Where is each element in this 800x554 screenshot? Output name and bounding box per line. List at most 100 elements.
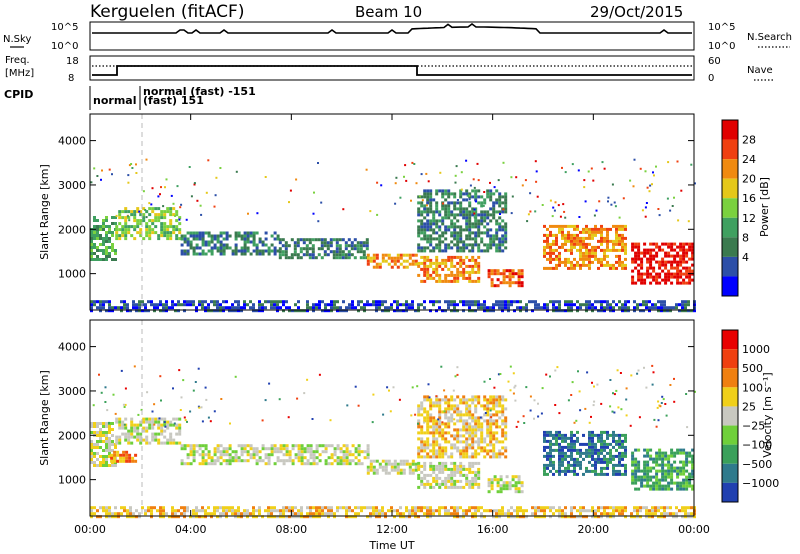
- heatmap-cell: [567, 224, 570, 228]
- heatmap-cell: [428, 396, 431, 399]
- heatmap-cell: [186, 509, 189, 513]
- heatmap-cell: [411, 253, 415, 257]
- heatmap-cell: [399, 515, 402, 519]
- heatmap-cell: [495, 440, 499, 444]
- heatmap-cell: [429, 201, 433, 205]
- heatmap-cell: [510, 515, 513, 519]
- heatmap-cell: [486, 452, 490, 456]
- heatmap-cell: [483, 191, 486, 193]
- heatmap-cell: [612, 457, 615, 461]
- heatmap-cell: [342, 459, 346, 463]
- heatmap-cell: [105, 449, 108, 452]
- heatmap-cell: [474, 258, 478, 262]
- heatmap-cell: [638, 416, 641, 419]
- heatmap-cell: [564, 506, 567, 510]
- heatmap-cell: [123, 303, 126, 307]
- heatmap-cell: [612, 436, 615, 440]
- heatmap-cell: [456, 449, 460, 453]
- heatmap-cell: [660, 512, 663, 516]
- heatmap-cell: [420, 255, 424, 259]
- heatmap-cell: [285, 506, 288, 510]
- heatmap-cell: [336, 447, 340, 451]
- heatmap-cell: [453, 264, 457, 268]
- heatmap-cell: [346, 404, 349, 407]
- heatmap-cell: [489, 378, 491, 380]
- heatmap-cell: [105, 458, 108, 461]
- heatmap-cell: [429, 222, 433, 226]
- heatmap-cell: [435, 452, 439, 456]
- heatmap-cell: [201, 515, 204, 519]
- heatmap-cell: [640, 475, 644, 479]
- heatmap-cell: [459, 473, 463, 477]
- heatmap-cell: [429, 309, 432, 313]
- heatmap-cell: [183, 234, 187, 238]
- heatmap-cell: [145, 228, 149, 232]
- heatmap-cell: [591, 454, 594, 458]
- heatmap-cell: [423, 421, 426, 424]
- heatmap-cell: [585, 257, 588, 261]
- heatmap-cell: [588, 233, 591, 237]
- heatmap-cell: [661, 263, 665, 267]
- heatmap-cell: [231, 303, 234, 307]
- heatmap-cell: [597, 300, 600, 304]
- heatmap-cell: [90, 306, 93, 310]
- heatmap-cell: [219, 252, 223, 256]
- heatmap-cell: [204, 300, 207, 304]
- heatmap-cell: [417, 210, 421, 214]
- heatmap-cell: [112, 393, 115, 396]
- heatmap-cell: [634, 463, 638, 467]
- heatmap-cell: [327, 456, 331, 460]
- heatmap-cell: [591, 448, 594, 452]
- heatmap-cell: [201, 240, 205, 244]
- heatmap-cell: [435, 273, 439, 277]
- heatmap-cell: [105, 240, 108, 243]
- heatmap-cell: [402, 462, 406, 466]
- heatmap-cell: [255, 309, 258, 313]
- colorbar-tick-label: 16: [742, 192, 756, 205]
- heatmap-cell: [655, 454, 659, 458]
- heatmap-cell: [618, 233, 621, 237]
- heatmap-cell: [573, 457, 576, 461]
- heatmap-cell: [174, 309, 177, 313]
- heatmap-cell: [438, 452, 442, 456]
- heatmap-cell: [219, 450, 223, 454]
- heatmap-cell: [474, 512, 477, 516]
- heatmap-cell: [643, 366, 645, 369]
- heatmap-cell: [501, 506, 504, 510]
- heatmap-cell: [270, 249, 274, 253]
- heatmap-cell: [297, 300, 300, 304]
- heatmap-cell: [549, 199, 552, 202]
- heatmap-cell: [276, 459, 280, 463]
- heatmap-cell: [414, 509, 417, 513]
- heatmap-cell: [321, 300, 324, 304]
- heatmap-cell: [204, 240, 208, 244]
- heatmap-cell: [658, 281, 662, 285]
- heatmap-cell: [564, 454, 567, 458]
- heatmap-cell: [607, 196, 610, 199]
- heatmap-cell: [123, 406, 126, 408]
- heatmap-cell: [585, 469, 588, 473]
- heatmap-cell: [166, 225, 170, 229]
- heatmap-cell: [240, 237, 244, 241]
- heatmap-cell: [102, 461, 105, 464]
- heatmap-cell: [588, 242, 591, 246]
- heatmap-cell: [555, 469, 558, 473]
- heatmap-cell: [138, 515, 141, 519]
- heatmap-cell: [597, 227, 600, 231]
- heatmap-cell: [114, 306, 117, 310]
- heatmap-cell: [160, 186, 162, 189]
- heatmap-cell: [654, 306, 657, 310]
- heatmap-cell: [477, 264, 481, 268]
- heatmap-cell: [291, 512, 294, 516]
- heatmap-cell: [402, 265, 406, 269]
- heatmap-cell: [99, 434, 102, 437]
- heatmap-cell: [372, 465, 376, 469]
- heatmap-cell: [606, 236, 609, 240]
- heatmap-cell: [465, 425, 469, 429]
- heatmap-cell: [489, 434, 493, 438]
- heatmap-cell: [444, 461, 448, 465]
- heatmap-cell: [420, 219, 424, 223]
- heatmap-cell: [124, 417, 128, 421]
- heatmap-cell: [594, 445, 597, 449]
- heatmap-cell: [438, 210, 442, 214]
